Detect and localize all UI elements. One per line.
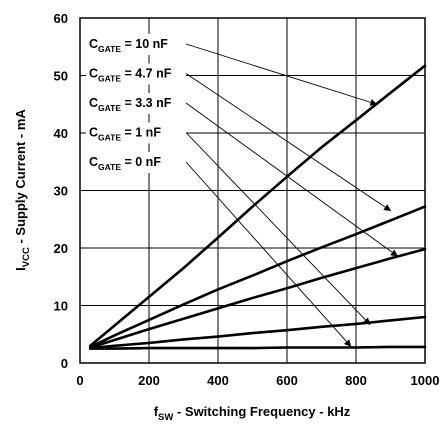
x-tick-label: 600 xyxy=(276,373,298,388)
legend-arrow xyxy=(185,161,352,347)
legend-arrow xyxy=(185,43,378,106)
y-tick-label: 10 xyxy=(54,299,68,314)
series-line xyxy=(89,247,427,349)
legend-label: CGATE = 3.3 nF xyxy=(89,96,172,113)
y-tick-label: 40 xyxy=(54,126,68,141)
series-line xyxy=(89,205,427,349)
y-tick-label: 30 xyxy=(54,184,68,199)
legend-label-bg xyxy=(86,152,186,173)
series-lines xyxy=(89,64,427,350)
legend-label-bg xyxy=(86,63,186,85)
legend-label: CGATE = 10 nF xyxy=(89,37,168,54)
legend-arrows xyxy=(185,43,398,347)
legend-label: CGATE = 1 nF xyxy=(89,126,161,143)
legend-arrow xyxy=(185,73,392,212)
plot-frame xyxy=(79,17,426,364)
legend-label-bg xyxy=(86,122,186,144)
legend-arrow xyxy=(185,102,398,257)
legend-label-bg xyxy=(86,34,186,55)
legend-label-bg xyxy=(86,93,186,114)
x-tick-label: 800 xyxy=(345,373,367,388)
x-tick-label: 400 xyxy=(207,373,229,388)
x-tick-label: 1000 xyxy=(411,373,440,388)
x-tick-label: 0 xyxy=(76,373,83,388)
tick-labels: 0 200 400 600 800 1000 0 10 20 30 40 50 60 xyxy=(54,11,440,388)
series-line xyxy=(89,64,427,348)
legend: CGATE = 10 nF CGATE = 4.7 nF CGATE = 3.3 n… xyxy=(86,34,186,173)
y-tick-label: 0 xyxy=(61,356,68,371)
y-tick-label: 50 xyxy=(54,69,68,84)
y-tick-label: 60 xyxy=(54,11,68,26)
y-tick-label: 20 xyxy=(54,241,68,256)
x-axis-label: fSW - Switching Frequency - kHz xyxy=(154,404,351,423)
x-tick-label: 200 xyxy=(138,373,160,388)
legend-label: CGATE = 4.7 nF xyxy=(89,67,172,84)
series-line xyxy=(89,345,427,350)
y-axis-label: IVCC - Supply Current - mA xyxy=(13,109,32,271)
legend-arrow xyxy=(185,132,371,325)
legend-label: CGATE = 0 nF xyxy=(89,155,161,172)
